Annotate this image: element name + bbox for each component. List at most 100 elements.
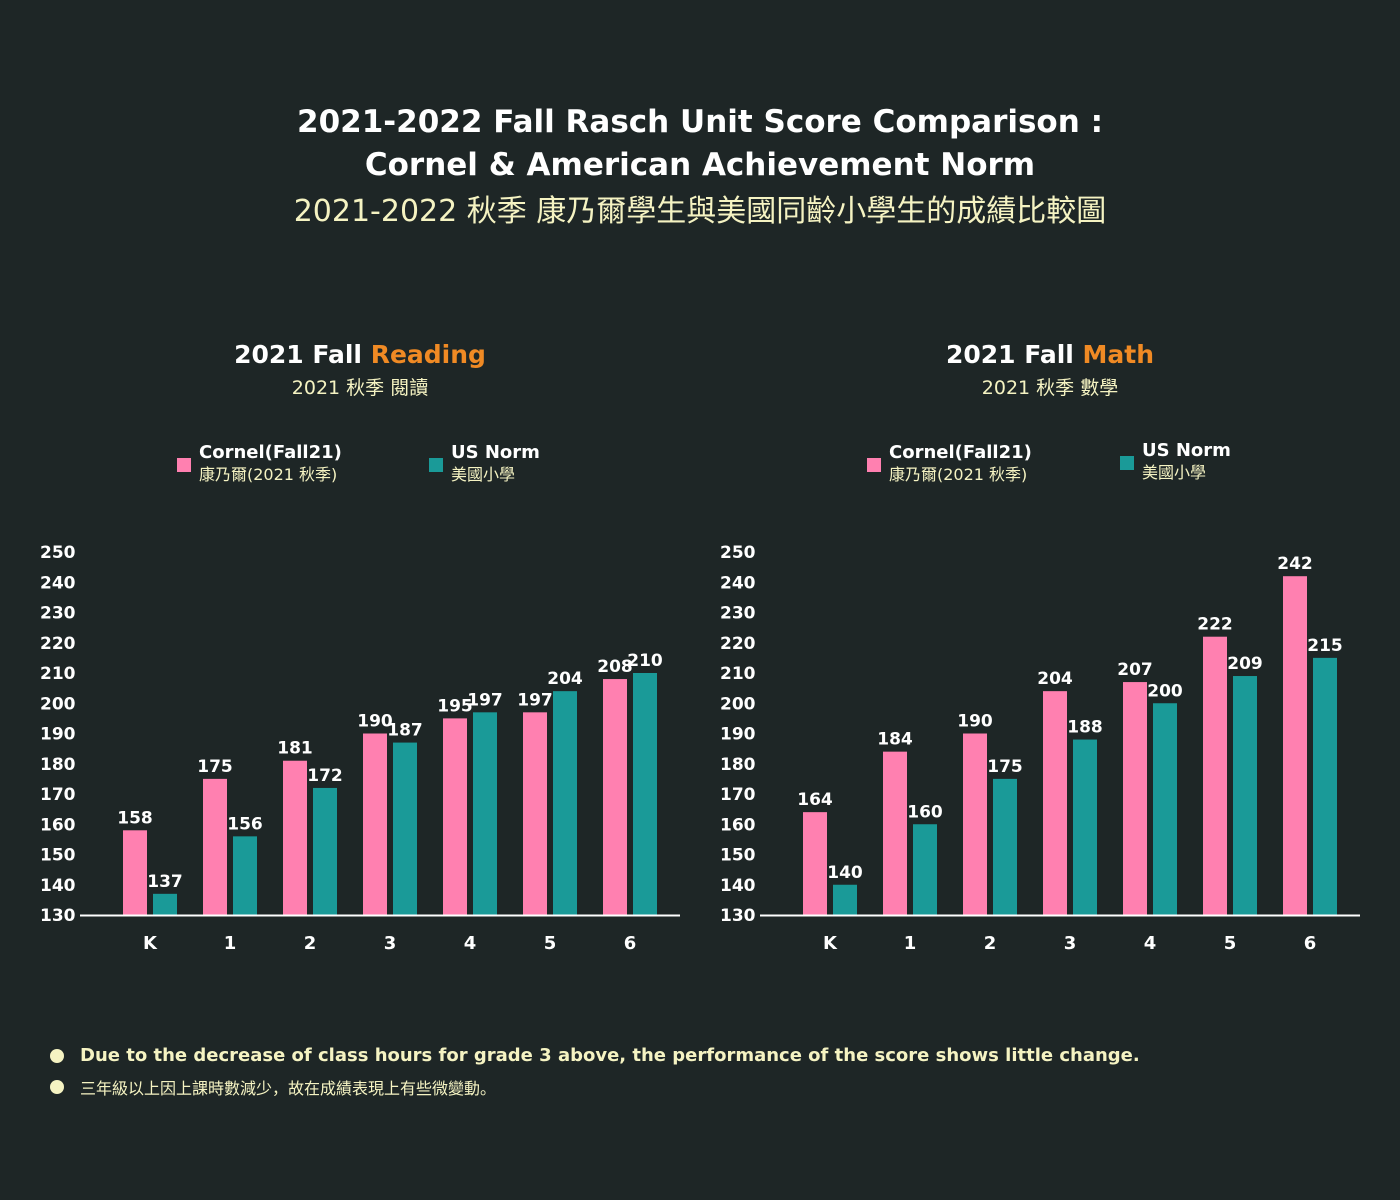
math-title-subject: Math	[1082, 340, 1155, 369]
math-bar-cornel	[1123, 682, 1147, 915]
reading-xtick-label: 2	[304, 933, 317, 954]
math-data-label: 207	[1117, 660, 1153, 680]
reading-ytick-label: 170	[40, 785, 76, 805]
reading-bar-cornel	[603, 679, 627, 915]
math-data-label: 242	[1277, 554, 1313, 574]
reading-chart-subtitle: 2021 秋季 閱讀	[291, 377, 429, 399]
math-bar-cornel	[1043, 691, 1067, 915]
math-data-label: 160	[907, 802, 943, 822]
main-title-line1: 2021-2022 Fall Rasch Unit Score Comparis…	[297, 104, 1103, 140]
math-ytick-label: 160	[720, 815, 756, 835]
math-bar-us-norm	[913, 824, 937, 915]
math-bar-cornel	[1203, 636, 1227, 915]
math-xtick-label: K	[823, 933, 838, 954]
reading-data-label: 137	[147, 872, 183, 892]
reading-ytick-label: 200	[40, 694, 76, 714]
reading-ytick-label: 230	[40, 604, 76, 624]
math-chart-subtitle: 2021 秋季 數學	[981, 377, 1119, 399]
reading-data-label: 175	[197, 757, 233, 777]
math-bar-us-norm	[833, 884, 857, 915]
reading-ytick-label: 180	[40, 755, 76, 775]
math-title-prefix: 2021 Fall	[945, 340, 1083, 369]
reading-xtick-label: K	[143, 933, 158, 954]
math-data-label: 164	[797, 790, 833, 810]
main-title-chinese: 2021-2022 秋季 康乃爾學生與美國同齡小學生的成績比較圖	[293, 194, 1107, 229]
reading-ytick-label: 210	[40, 664, 76, 684]
reading-xtick-label: 3	[384, 933, 397, 954]
reading-chart-title: 2021 Fall Reading	[160, 339, 560, 371]
math-xtick-label: 4	[1144, 933, 1157, 954]
math-data-label: 140	[827, 863, 863, 883]
reading-data-label: 172	[307, 766, 343, 786]
reading-data-label: 181	[277, 739, 313, 759]
reading-bar-us-norm	[313, 787, 337, 915]
reading-ytick-label: 240	[40, 573, 76, 593]
reading-ytick-label: 190	[40, 725, 76, 745]
reading-xtick-label: 6	[624, 933, 637, 954]
reading-ytick-label: 150	[40, 846, 76, 866]
reading-xtick-label: 5	[544, 933, 557, 954]
reading-ytick-label: 160	[40, 815, 76, 835]
math-ytick-label: 140	[720, 876, 756, 896]
reading-data-label: 187	[387, 721, 423, 741]
math-ytick-label: 210	[720, 664, 756, 684]
reading-data-label: 195	[437, 696, 473, 716]
reading-data-label: 197	[517, 690, 553, 710]
reading-legend-cornel: Cornel(Fall21) 康乃爾(2021 秋季)	[177, 442, 342, 486]
reading-legend-us: US Norm 美國小學	[429, 442, 540, 486]
note-chinese-text: 三年級以上因上課時數減少，故在成績表現上有些微變動。	[80, 1079, 497, 1098]
reading-bar-us-norm	[633, 673, 657, 915]
math-xtick-label: 3	[1064, 933, 1077, 954]
math-data-label: 209	[1227, 654, 1263, 674]
reading-bar-us-norm	[473, 712, 497, 915]
math-ytick-label: 170	[720, 785, 756, 805]
math-data-label: 200	[1147, 681, 1183, 701]
reading-bar-cornel	[283, 760, 307, 915]
math-ytick-label: 250	[720, 543, 756, 563]
math-bar-us-norm	[1073, 739, 1097, 915]
math-bar-cornel	[883, 751, 907, 915]
math-ytick-label: 230	[720, 604, 756, 624]
reading-data-label: 204	[547, 669, 583, 689]
math-legend-cornel: Cornel(Fall21) 康乃爾(2021 秋季)	[867, 442, 1032, 486]
math-bar-cornel	[803, 812, 827, 915]
math-bar-cornel	[963, 733, 987, 915]
reading-data-label: 156	[227, 814, 263, 834]
legend-us-en: US Norm	[1142, 440, 1231, 461]
math-xtick-label: 5	[1224, 933, 1237, 954]
reading-ytick-label: 130	[40, 906, 76, 926]
reading-xtick-label: 4	[464, 933, 477, 954]
legend-us-zh: 美國小學	[451, 465, 516, 484]
us-norm-swatch	[1120, 456, 1134, 470]
math-bar-cornel	[1283, 576, 1307, 915]
reading-data-label: 197	[467, 690, 503, 710]
math-data-label: 175	[987, 757, 1023, 777]
math-xtick-label: 2	[984, 933, 997, 954]
math-data-label: 215	[1307, 636, 1343, 656]
legend-cornel-zh: 康乃爾(2021 秋季)	[199, 465, 338, 484]
math-bar-us-norm	[1153, 703, 1177, 915]
cornel-swatch	[177, 458, 191, 472]
math-data-label: 184	[877, 730, 913, 750]
math-ytick-label: 240	[720, 573, 756, 593]
math-ytick-label: 130	[720, 906, 756, 926]
math-data-label: 190	[957, 712, 993, 732]
note-english: Due to the decrease of class hours for g…	[50, 1045, 1140, 1066]
reading-data-label: 208	[597, 657, 633, 677]
legend-cornel-zh: 康乃爾(2021 秋季)	[889, 465, 1028, 484]
main-title-line2: Cornel & American Achievement Norm	[364, 147, 1036, 183]
math-data-label: 204	[1037, 669, 1073, 689]
note-chinese: 三年級以上因上課時數減少，故在成績表現上有些微變動。	[50, 1075, 496, 1099]
reading-ytick-label: 250	[40, 543, 76, 563]
reading-title-prefix: 2021 Fall	[234, 340, 371, 369]
note-english-text: Due to the decrease of class hours for g…	[80, 1045, 1140, 1066]
legend-us-en: US Norm	[451, 442, 540, 463]
reading-title-subject: Reading	[370, 340, 486, 369]
reading-bar-us-norm	[233, 836, 257, 915]
reading-bar-us-norm	[153, 893, 177, 915]
cornel-swatch	[867, 458, 881, 472]
us-norm-swatch	[429, 458, 443, 472]
math-bar-us-norm	[1313, 657, 1337, 915]
math-ytick-label: 150	[720, 846, 756, 866]
math-data-label: 222	[1197, 615, 1233, 635]
